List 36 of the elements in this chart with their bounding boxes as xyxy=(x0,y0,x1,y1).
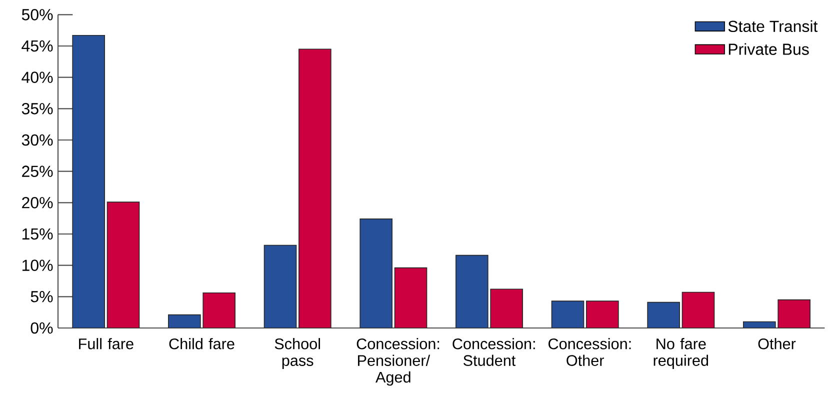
y-tick-label: 20% xyxy=(22,197,53,208)
bar xyxy=(778,299,810,328)
bar xyxy=(586,300,619,328)
x-tick-label: Full fare xyxy=(79,338,134,350)
bar xyxy=(647,302,680,328)
x-tick-label: Concession: Other xyxy=(548,338,631,366)
bar xyxy=(490,288,523,328)
x-tick-label: No fare required xyxy=(654,338,708,369)
x-tick-label: School pass xyxy=(274,338,320,369)
bar xyxy=(298,48,332,328)
bar xyxy=(264,244,297,328)
y-tick-label: 50% xyxy=(22,9,53,20)
y-tick-label: 0% xyxy=(30,322,53,334)
y-tick-label: 10% xyxy=(22,260,53,271)
legend-label: Private Bus xyxy=(728,43,809,55)
y-tick-label: 15% xyxy=(22,228,53,240)
y-tick-label: 45% xyxy=(22,40,53,52)
bar xyxy=(551,300,584,328)
bar xyxy=(360,218,392,328)
x-tick-label: Other xyxy=(758,338,796,350)
bar xyxy=(682,292,715,328)
bar xyxy=(202,292,236,328)
bar xyxy=(168,314,200,328)
legend-label: State Transit xyxy=(728,20,818,32)
y-tick-label: 25% xyxy=(22,166,53,177)
bar xyxy=(106,202,140,328)
bar xyxy=(394,267,428,328)
x-tick-label: Child fare xyxy=(169,338,234,350)
y-tick-label: 30% xyxy=(22,134,53,146)
x-tick-label: Concession: Student xyxy=(452,338,535,366)
bar xyxy=(72,34,105,328)
y-tick-label: 5% xyxy=(30,291,53,302)
y-tick-label: 40% xyxy=(22,72,53,83)
x-tick-label: Concession: Pensioner/ Aged xyxy=(356,338,440,386)
y-tick-label: 35% xyxy=(22,103,53,114)
bar xyxy=(456,254,488,328)
